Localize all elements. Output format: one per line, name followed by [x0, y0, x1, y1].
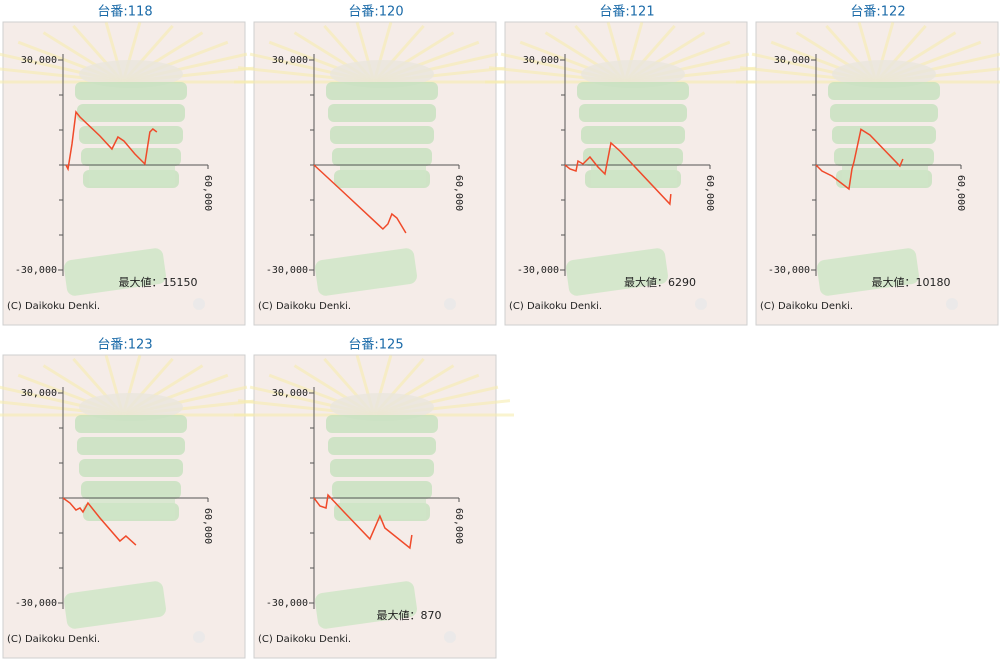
- max-label: 最大値：10180: [872, 275, 951, 289]
- decor: [79, 60, 183, 88]
- decor: [330, 459, 434, 477]
- y-tick-label: -30,000: [768, 265, 810, 276]
- y-tick-label: -30,000: [15, 598, 57, 609]
- copyright: (C) Daikoku Denki.: [258, 634, 351, 645]
- decor: [330, 393, 434, 421]
- x-tick-label: 60,000: [202, 175, 213, 211]
- y-tick-label: 30,000: [774, 55, 810, 66]
- copyright: (C) Daikoku Denki.: [760, 301, 853, 312]
- decor: [77, 104, 185, 122]
- decor: [566, 248, 668, 296]
- decor: [946, 298, 958, 310]
- decor: [326, 82, 438, 100]
- y-tick-label: -30,000: [266, 265, 308, 276]
- decor: [64, 581, 166, 629]
- decor: [817, 248, 919, 296]
- x-tick-label: 60,000: [453, 508, 464, 544]
- chart-title: 台番:120: [348, 5, 403, 20]
- y-tick-label: -30,000: [517, 265, 559, 276]
- decor: [444, 631, 456, 643]
- decor: [830, 104, 938, 122]
- x-tick-label: 60,000: [202, 508, 213, 544]
- chart-title: 台番:123: [97, 338, 152, 353]
- decor: [328, 437, 436, 455]
- decor: [340, 495, 426, 519]
- max-label: 最大値：870: [377, 608, 442, 622]
- decor: [842, 162, 928, 186]
- copyright: (C) Daikoku Denki.: [509, 301, 602, 312]
- decor: [577, 82, 689, 100]
- decor: [81, 148, 181, 166]
- decor: [77, 437, 185, 455]
- decor: [332, 481, 432, 499]
- chart-title: 台番:122: [850, 5, 905, 20]
- chart-panel: 30,000 -30,000 60,000 最大値：10180 (C) Daikoku …: [736, 21, 1000, 326]
- decor: [75, 415, 187, 433]
- copyright: (C) Daikoku Denki.: [7, 634, 100, 645]
- decor: [581, 126, 685, 144]
- y-tick-label: 30,000: [21, 55, 57, 66]
- chart-panel: 30,000 -30,000 60,000 (C) Daikoku Denki.: [0, 354, 263, 659]
- decor: [326, 415, 438, 433]
- decor: [579, 104, 687, 122]
- decor: [89, 495, 175, 519]
- y-tick-label: 30,000: [272, 388, 308, 399]
- decor: [79, 393, 183, 421]
- chart-panel: 30,000 -30,000 60,000 最大値：6290 (C) Daikoku D…: [485, 21, 765, 326]
- data-line: [65, 110, 158, 172]
- decor: [340, 162, 426, 186]
- y-tick-label: 30,000: [272, 55, 308, 66]
- decor: [193, 298, 205, 310]
- decor: [64, 248, 166, 296]
- y-tick-label: 30,000: [21, 388, 57, 399]
- decor: [332, 148, 432, 166]
- decor: [315, 581, 417, 629]
- decor: [79, 459, 183, 477]
- chart-panel: 30,000 -30,000 60,000 (C) Daikoku Denki.: [234, 21, 514, 326]
- max-label: 最大値：6290: [624, 275, 696, 289]
- decor: [330, 126, 434, 144]
- decor: [193, 631, 205, 643]
- x-tick-label: 60,000: [955, 175, 966, 211]
- data-line: [313, 164, 407, 234]
- decor: [834, 148, 934, 166]
- y-tick-label: 30,000: [523, 55, 559, 66]
- chart-title: 台番:118: [97, 5, 152, 20]
- chart-title: 台番:121: [599, 5, 654, 20]
- chart-panel: 30,000 -30,000 60,000 最大値：870 (C) Daikoku De…: [234, 354, 514, 659]
- copyright: (C) Daikoku Denki.: [7, 301, 100, 312]
- decor: [828, 82, 940, 100]
- decor: [330, 60, 434, 88]
- x-tick-label: 60,000: [453, 175, 464, 211]
- data-line: [564, 141, 672, 206]
- y-tick-label: -30,000: [15, 265, 57, 276]
- data-line: [62, 497, 137, 546]
- decor: [695, 298, 707, 310]
- decor: [81, 481, 181, 499]
- x-tick-label: 60,000: [704, 175, 715, 211]
- decor: [89, 162, 175, 186]
- decor: [75, 82, 187, 100]
- copyright: (C) Daikoku Denki.: [258, 301, 351, 312]
- decor: [315, 248, 417, 296]
- y-tick-label: -30,000: [266, 598, 308, 609]
- data-line: [313, 493, 413, 550]
- data-line: [815, 128, 904, 191]
- decor: [444, 298, 456, 310]
- decor: [832, 60, 936, 88]
- max-label: 最大値：15150: [119, 275, 198, 289]
- decor: [581, 60, 685, 88]
- decor: [79, 126, 183, 144]
- chart-title: 台番:125: [348, 338, 403, 353]
- decor: [328, 104, 436, 122]
- chart-panel: 30,000 -30,000 60,000 最大値：15150 (C) Daikoku …: [0, 21, 263, 326]
- decor: [832, 126, 936, 144]
